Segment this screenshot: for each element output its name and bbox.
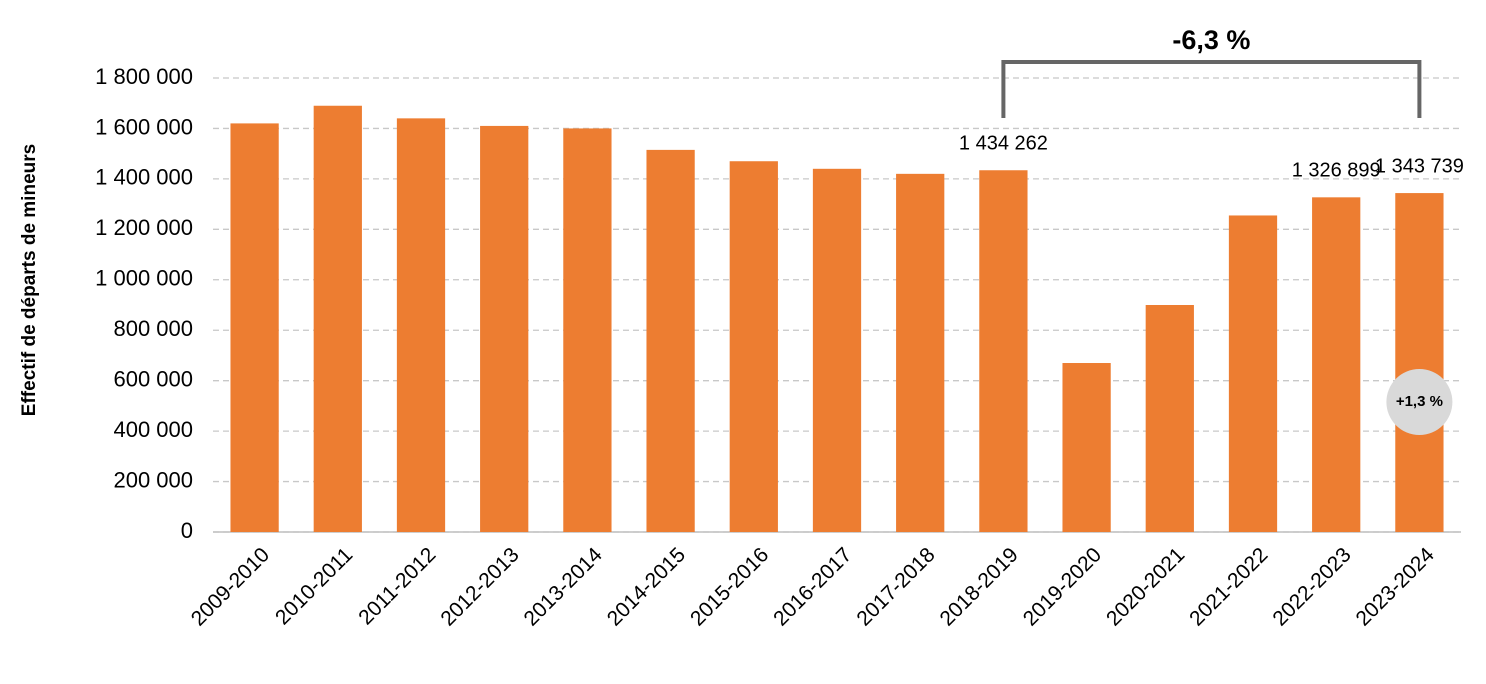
bar xyxy=(563,128,612,532)
bar xyxy=(896,173,945,532)
y-tick-label: 200 000 xyxy=(113,467,193,492)
y-tick-label: 0 xyxy=(181,518,193,543)
y-tick-label: 1 800 000 xyxy=(95,64,193,89)
y-axis-label: Effectif de départs de mineurs xyxy=(19,144,40,416)
bar xyxy=(313,105,362,532)
y-tick-label: 400 000 xyxy=(113,417,193,442)
y-tick-label: 800 000 xyxy=(113,316,193,341)
bar xyxy=(480,125,529,532)
x-tick-label: 2013-2014 xyxy=(520,543,608,631)
bar xyxy=(729,161,778,532)
annotation: -6,3 % xyxy=(1172,25,1250,55)
data-label: 1 343 739 xyxy=(1375,155,1464,177)
x-tick-label: 2010-2011 xyxy=(271,543,357,629)
y-tick-label: 1 400 000 xyxy=(95,165,193,190)
x-tick-label: 2018-2019 xyxy=(936,543,1023,630)
data-label: 1 434 262 xyxy=(959,133,1048,155)
bar xyxy=(812,168,862,533)
annotation: +1,3 % xyxy=(1396,393,1443,410)
bar xyxy=(1145,305,1194,532)
bar xyxy=(1228,215,1278,532)
y-tick-label: 1 200 000 xyxy=(95,215,193,240)
x-tick-label: 2009-2010 xyxy=(187,543,274,630)
x-tick-label: 2023-2024 xyxy=(1352,543,1440,631)
bar xyxy=(1062,363,1111,532)
x-tick-label: 2017-2018 xyxy=(852,543,939,630)
y-tick-label: 600 000 xyxy=(113,366,193,391)
x-tick-label: 2019-2020 xyxy=(1019,543,1106,630)
x-tick-label: 2015-2016 xyxy=(686,543,773,630)
annotation-badge xyxy=(1386,369,1453,435)
x-tick-label: 2014-2015 xyxy=(603,543,690,630)
bar xyxy=(1312,197,1361,532)
data-label: 1 326 899 xyxy=(1292,160,1381,182)
bar xyxy=(230,123,279,533)
y-tick-label: 1 600 000 xyxy=(95,114,193,139)
x-tick-label: 2022-2023 xyxy=(1268,543,1355,630)
x-tick-label: 2016-2017 xyxy=(769,543,856,630)
bar xyxy=(646,149,695,532)
y-tick-label: 1 000 000 xyxy=(95,266,193,291)
bracket xyxy=(1001,60,1422,118)
x-tick-label: 2011-2012 xyxy=(354,543,440,629)
x-tick-label: 2020-2021 xyxy=(1102,543,1189,630)
bar xyxy=(1395,193,1444,532)
bar xyxy=(396,118,446,532)
x-tick-label: 2021-2022 xyxy=(1185,543,1272,630)
x-tick-label: 2012-2013 xyxy=(436,543,523,630)
bar xyxy=(979,170,1028,532)
